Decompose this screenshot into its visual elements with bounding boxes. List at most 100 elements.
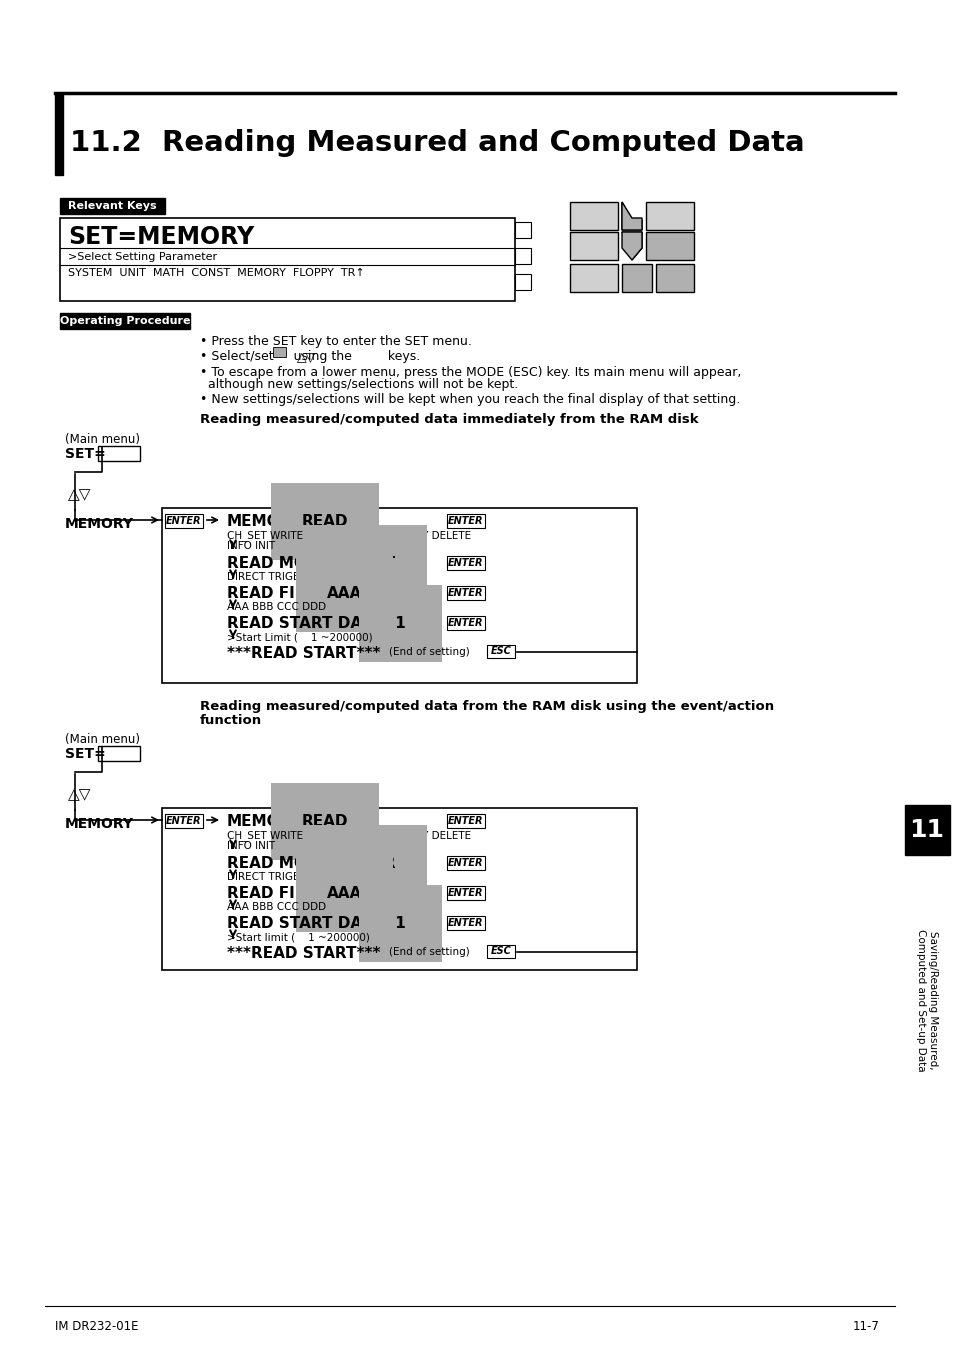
Text: Reading measured/computed data immediately from the RAM disk: Reading measured/computed data immediate… <box>200 413 698 426</box>
Text: ESC: ESC <box>490 947 511 957</box>
Bar <box>60 313 190 330</box>
Text: Relevant Keys: Relevant Keys <box>68 201 156 211</box>
Text: MEMORY=: MEMORY= <box>227 513 315 530</box>
Bar <box>645 232 693 259</box>
Text: SET=: SET= <box>65 447 106 461</box>
Text: ***READ START***: ***READ START*** <box>227 946 380 961</box>
Text: ENTER: ENTER <box>448 516 483 526</box>
Bar <box>645 203 693 230</box>
Text: △▽: △▽ <box>68 788 91 802</box>
Bar <box>98 446 140 461</box>
Text: AAA: AAA <box>327 886 362 901</box>
Bar <box>486 644 515 658</box>
Text: INFO INIT: INFO INIT <box>227 540 274 551</box>
Text: 1: 1 <box>390 916 411 931</box>
Text: TRIGER: TRIGER <box>334 857 396 871</box>
Bar <box>447 815 484 828</box>
Bar <box>569 232 618 259</box>
Text: READ: READ <box>302 513 348 530</box>
Bar <box>55 93 63 176</box>
Text: SET=: SET= <box>65 747 106 761</box>
Polygon shape <box>621 203 641 230</box>
Text: CH_SET WRITE READ SAVE LOAD COPY DELETE: CH_SET WRITE READ SAVE LOAD COPY DELETE <box>227 830 471 840</box>
Text: READ FILE=: READ FILE= <box>227 586 327 601</box>
Text: DIRECT TRIGER STOP INFO: DIRECT TRIGER STOP INFO <box>227 571 365 582</box>
Text: ENTER: ENTER <box>448 888 483 898</box>
Text: function: function <box>200 713 262 727</box>
Text: MEMORY: MEMORY <box>65 517 133 531</box>
Text: READ START DATA=: READ START DATA= <box>227 916 395 931</box>
Bar <box>621 263 651 292</box>
Bar <box>447 513 484 528</box>
Text: (Main menu): (Main menu) <box>65 434 140 446</box>
Bar <box>447 557 484 570</box>
Text: >Select Setting Parameter: >Select Setting Parameter <box>68 253 217 262</box>
Text: Operating Procedure: Operating Procedure <box>60 316 190 326</box>
Polygon shape <box>621 203 641 230</box>
Polygon shape <box>621 232 641 259</box>
Text: ENTER: ENTER <box>448 858 483 867</box>
Text: AAA BBB CCC DDD: AAA BBB CCC DDD <box>227 902 326 912</box>
Text: • Select/set     using the         keys.: • Select/set using the keys. <box>200 350 420 363</box>
Bar <box>447 857 484 870</box>
Bar <box>165 513 203 528</box>
Bar <box>904 805 949 855</box>
Text: Reading measured/computed data from the RAM disk using the event/action: Reading measured/computed data from the … <box>200 700 773 713</box>
Text: INFO INIT: INFO INIT <box>227 842 274 851</box>
Text: MEMORY: MEMORY <box>65 817 133 831</box>
Bar <box>165 815 203 828</box>
Bar <box>60 218 515 301</box>
Bar <box>162 808 637 970</box>
Text: △▽: △▽ <box>68 486 91 503</box>
Bar <box>656 263 693 292</box>
Polygon shape <box>621 232 641 259</box>
Text: ENTER: ENTER <box>448 617 483 628</box>
Bar <box>447 586 484 600</box>
Text: READ: READ <box>302 815 348 830</box>
Text: 1: 1 <box>390 616 411 631</box>
Text: IM DR232-01E: IM DR232-01E <box>55 1320 138 1333</box>
Text: >Start Limit (    1 ~200000): >Start Limit ( 1 ~200000) <box>227 632 373 642</box>
Text: 11-7: 11-7 <box>852 1320 879 1333</box>
Bar <box>486 944 515 958</box>
Text: • Press the SET key to enter the SET menu.: • Press the SET key to enter the SET men… <box>200 335 472 349</box>
Text: READ START DATA=: READ START DATA= <box>227 616 395 631</box>
Text: 11.2  Reading Measured and Computed Data: 11.2 Reading Measured and Computed Data <box>70 128 803 157</box>
Text: ENTER: ENTER <box>448 588 483 598</box>
Text: READ MODE=: READ MODE= <box>227 557 342 571</box>
Text: MEMORY=: MEMORY= <box>227 815 315 830</box>
Text: 11: 11 <box>908 817 943 842</box>
Text: >Start limit (    1 ~200000): >Start limit ( 1 ~200000) <box>227 932 370 942</box>
Bar <box>98 746 140 761</box>
Text: although new settings/selections will not be kept.: although new settings/selections will no… <box>208 378 517 390</box>
Bar <box>515 274 531 290</box>
Bar <box>447 616 484 630</box>
Text: (End of setting): (End of setting) <box>389 947 469 957</box>
Bar <box>515 222 531 238</box>
Text: ENTER: ENTER <box>448 558 483 567</box>
Text: SET=MEMORY: SET=MEMORY <box>68 226 254 249</box>
Text: CH_SET WRITE READ SAVE LOAD COPY DELETE: CH_SET WRITE READ SAVE LOAD COPY DELETE <box>227 530 471 540</box>
Bar <box>515 249 531 263</box>
Text: DIRECT TRIGER STOP INFO: DIRECT TRIGER STOP INFO <box>227 871 365 882</box>
Text: SYSTEM  UNIT  MATH  CONST  MEMORY  FLOPPY  TR↑: SYSTEM UNIT MATH CONST MEMORY FLOPPY TR↑ <box>68 267 364 278</box>
Bar <box>569 263 618 292</box>
Text: DIRECT: DIRECT <box>334 557 395 571</box>
Text: AAA BBB CCC DDD: AAA BBB CCC DDD <box>227 603 326 612</box>
Text: ESC: ESC <box>490 647 511 657</box>
Bar <box>569 203 618 230</box>
Text: Saving/Reading Measured,
Computed and Set-up Data: Saving/Reading Measured, Computed and Se… <box>915 928 937 1071</box>
Text: AAA: AAA <box>327 586 362 601</box>
Bar <box>447 886 484 900</box>
Bar <box>60 199 165 213</box>
Text: READ MODE=: READ MODE= <box>227 857 342 871</box>
Text: ***READ START***: ***READ START*** <box>227 646 380 661</box>
Text: ENTER: ENTER <box>166 516 201 526</box>
Bar <box>273 347 286 357</box>
Text: • To escape from a lower menu, press the MODE (ESC) key. Its main menu will appe: • To escape from a lower menu, press the… <box>200 366 740 380</box>
Bar <box>162 508 637 684</box>
Text: △▽: △▽ <box>296 351 315 363</box>
Text: ENTER: ENTER <box>448 816 483 825</box>
Bar <box>447 916 484 929</box>
Text: ENTER: ENTER <box>448 917 483 928</box>
